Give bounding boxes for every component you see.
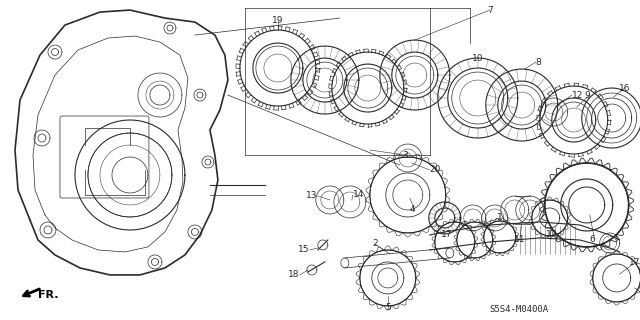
Text: 1: 1 [497, 213, 502, 222]
Text: 10: 10 [472, 53, 484, 62]
Text: 11: 11 [514, 236, 525, 244]
Text: 17: 17 [546, 230, 557, 239]
Text: 16: 16 [619, 84, 630, 92]
Text: 3: 3 [402, 150, 408, 159]
Text: S5S4-M0400A: S5S4-M0400A [490, 305, 549, 315]
Text: 15: 15 [298, 245, 310, 254]
Text: 20: 20 [430, 165, 441, 174]
Text: 8: 8 [536, 58, 541, 67]
Text: 13: 13 [307, 191, 318, 201]
Text: 7: 7 [487, 5, 493, 15]
Text: 18: 18 [289, 270, 300, 279]
Text: FR.: FR. [38, 290, 58, 300]
Text: 2: 2 [372, 239, 378, 248]
Text: 4: 4 [409, 205, 415, 214]
Text: 12: 12 [572, 91, 583, 100]
Text: 6: 6 [589, 236, 595, 244]
Text: 14: 14 [353, 190, 364, 199]
Text: 17: 17 [441, 230, 452, 239]
Text: 5: 5 [385, 303, 390, 312]
Text: 17: 17 [629, 259, 640, 268]
Text: 9: 9 [584, 91, 589, 100]
Text: 19: 19 [272, 16, 284, 25]
